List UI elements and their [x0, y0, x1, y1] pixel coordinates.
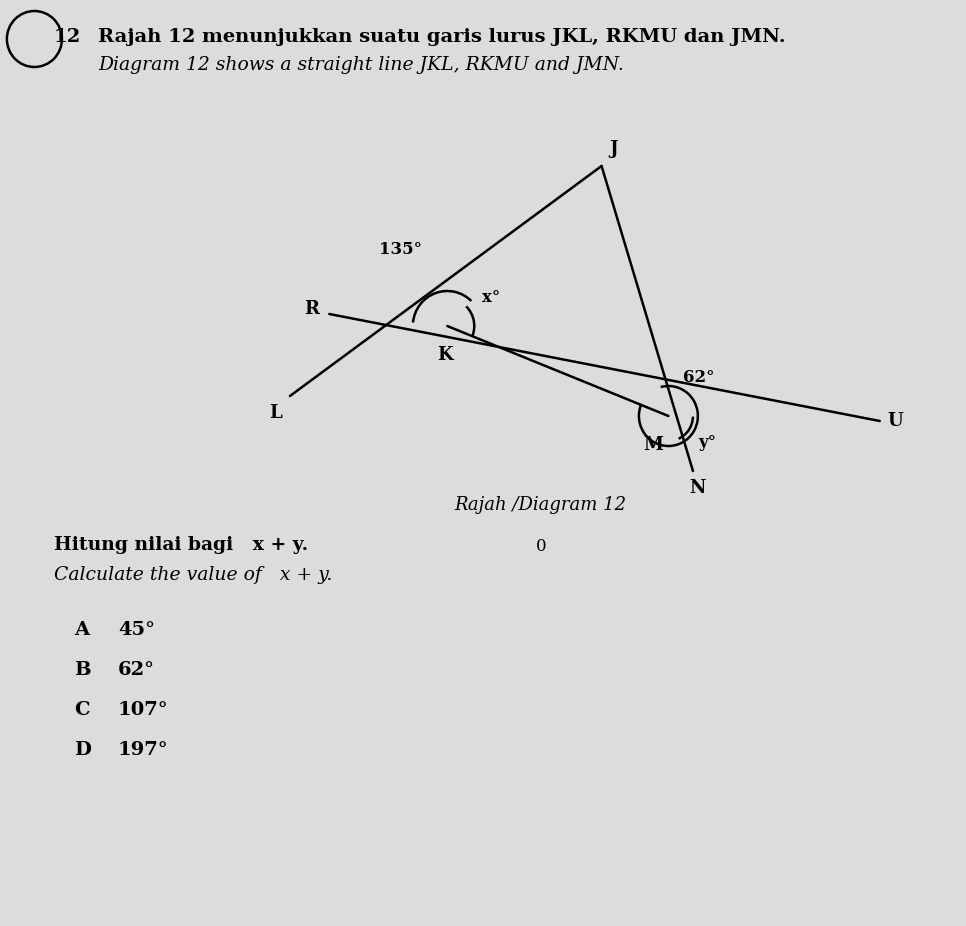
Text: Diagram 12 shows a straight line JKL, RKMU and JMN.: Diagram 12 shows a straight line JKL, RK… [99, 56, 624, 74]
Text: B: B [73, 661, 91, 679]
Text: L: L [270, 404, 282, 422]
Text: Calculate the value of   x + y.: Calculate the value of x + y. [54, 566, 332, 584]
Text: 197°: 197° [118, 741, 169, 759]
Text: 62°: 62° [683, 369, 715, 386]
Text: J: J [610, 140, 618, 158]
Text: Hitung nilai bagi   x + y.: Hitung nilai bagi x + y. [54, 536, 308, 554]
Text: x°: x° [482, 290, 499, 307]
Text: 62°: 62° [118, 661, 155, 679]
Text: M: M [643, 436, 664, 454]
Text: y°: y° [697, 434, 716, 451]
Text: U: U [888, 412, 903, 430]
Text: C: C [73, 701, 89, 719]
Text: N: N [690, 479, 706, 497]
Text: 107°: 107° [118, 701, 169, 719]
Text: A: A [73, 621, 89, 639]
Text: 45°: 45° [118, 621, 155, 639]
Text: R: R [304, 300, 320, 318]
Text: 135°: 135° [379, 241, 421, 258]
Text: Rajah 12 menunjukkan suatu garis lurus JKL, RKMU dan JMN.: Rajah 12 menunjukkan suatu garis lurus J… [99, 28, 786, 46]
Text: Rajah /Diagram 12: Rajah /Diagram 12 [455, 496, 627, 514]
Text: D: D [73, 741, 91, 759]
Text: 0: 0 [536, 538, 547, 555]
Text: K: K [438, 346, 453, 364]
Text: 12: 12 [54, 28, 81, 46]
